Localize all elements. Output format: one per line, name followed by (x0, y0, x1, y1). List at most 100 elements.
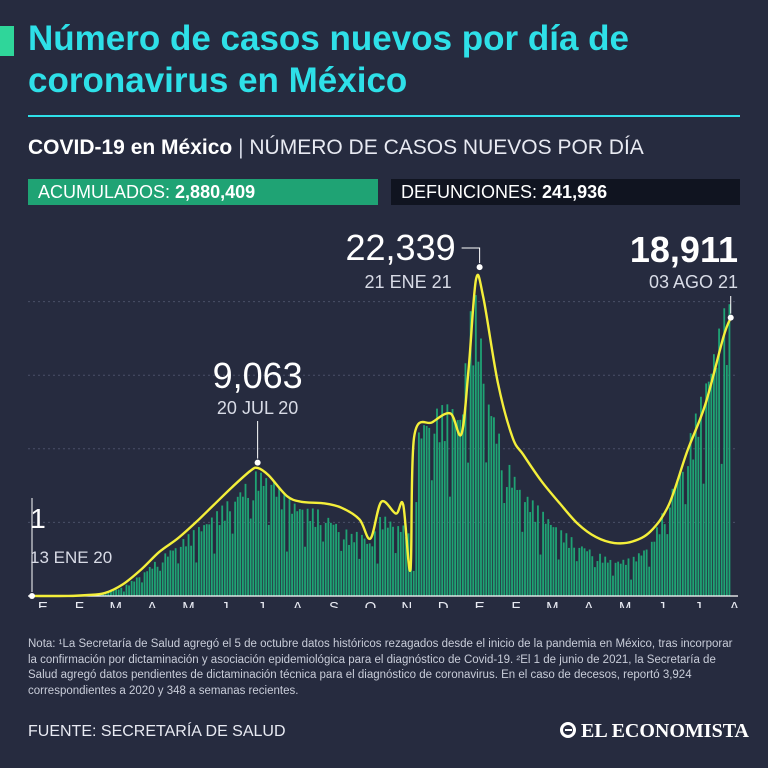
case-bar (493, 417, 495, 596)
case-bar (643, 550, 645, 596)
case-bar (573, 547, 576, 596)
case-bar (177, 563, 180, 596)
case-bar (669, 507, 671, 596)
case-bar (257, 490, 260, 596)
x-tick-label: E (38, 599, 48, 608)
case-bar (524, 502, 526, 596)
case-bar (459, 419, 462, 596)
case-bar (252, 500, 255, 596)
page-title: Número de casos nuevos por día de corona… (28, 19, 629, 100)
case-bar (606, 562, 609, 596)
case-bar (658, 534, 661, 596)
case-bar (635, 561, 638, 596)
title-divider (28, 115, 740, 117)
case-bar (386, 527, 389, 596)
case-bar (485, 462, 488, 596)
case-bar (578, 547, 581, 596)
case-bar (381, 529, 384, 596)
annotation-value: 1 (30, 503, 46, 534)
case-bar (617, 561, 620, 596)
case-bar (663, 524, 666, 596)
case-bar (216, 511, 218, 596)
case-bar (674, 489, 676, 596)
case-bar (342, 539, 345, 596)
annotation-dot (29, 592, 35, 599)
brand-logo: EL ECONOMISTA (560, 720, 749, 743)
case-bar (122, 591, 125, 596)
case-bar (516, 489, 519, 596)
case-bar (337, 532, 340, 596)
case-bar (285, 551, 288, 596)
case-bar (614, 562, 617, 596)
case-bar (420, 438, 423, 596)
case-bar (213, 553, 216, 596)
case-bar (640, 555, 643, 596)
case-bar (296, 511, 299, 596)
case-bar (166, 556, 169, 596)
logo-text: EL ECONOMISTA (581, 720, 749, 742)
case-bar (487, 404, 490, 596)
annotation-value: 9,063 (213, 355, 303, 396)
case-bar (355, 531, 358, 596)
x-tick-label: F (511, 599, 520, 608)
case-bar (373, 531, 376, 596)
case-bar (345, 529, 348, 596)
case-bar (314, 526, 317, 596)
case-bar (500, 470, 503, 596)
case-bar (575, 561, 578, 596)
case-bar (208, 524, 211, 596)
case-bar (203, 525, 205, 596)
deaths-box: DEFUNCIONES: 241,936 (391, 179, 740, 205)
subtitle-rest: NÚMERO DE CASOS NUEVOS POR DÍA (249, 136, 644, 159)
case-bar (552, 527, 555, 596)
case-bar (560, 530, 563, 596)
case-bar (254, 471, 257, 596)
case-bar (542, 511, 545, 596)
case-bar (130, 580, 133, 596)
case-bar (112, 590, 115, 596)
accumulated-box: ACUMULADOS: 2,880,409 (28, 179, 378, 205)
case-bar (438, 442, 441, 596)
case-bar (205, 524, 208, 596)
case-bar (327, 517, 330, 596)
case-bar (503, 503, 506, 596)
case-bar (425, 425, 428, 596)
case-bar (141, 582, 143, 596)
case-bar (725, 365, 728, 596)
annotation-date: 13 ENE 20 (30, 548, 112, 567)
case-bar (417, 432, 420, 596)
case-bar (148, 566, 151, 596)
case-bar (661, 513, 664, 596)
case-bar (526, 496, 529, 596)
case-bar (562, 542, 565, 596)
annotation-dot (254, 459, 261, 466)
case-bar (397, 526, 400, 596)
case-bar (430, 480, 433, 596)
case-bar (133, 581, 136, 596)
case-bar (278, 486, 281, 596)
case-bar (712, 354, 715, 596)
case-bar (265, 478, 268, 596)
case-bar (689, 433, 692, 596)
annotation-date: 21 ENE 21 (365, 272, 452, 292)
case-bar (537, 505, 539, 596)
case-bar (705, 383, 708, 596)
x-tick-label: M (109, 599, 122, 608)
case-bar (625, 564, 627, 596)
case-bar (218, 525, 221, 596)
case-bar (394, 553, 397, 596)
case-bar (549, 524, 552, 596)
x-tick-label: E (475, 599, 485, 608)
case-bar (135, 577, 138, 596)
case-bar (309, 520, 312, 596)
case-bar (508, 464, 511, 596)
case-bar (464, 363, 467, 596)
case-bar (474, 295, 477, 596)
case-bar (200, 531, 203, 596)
case-bar (358, 558, 361, 596)
case-bar (322, 541, 325, 596)
chart-subtitle: COVID-19 en México | NÚMERO DE CASOS NUE… (28, 136, 644, 160)
trend-line (31, 273, 732, 598)
case-bar (588, 549, 591, 596)
case-bar (159, 570, 162, 596)
